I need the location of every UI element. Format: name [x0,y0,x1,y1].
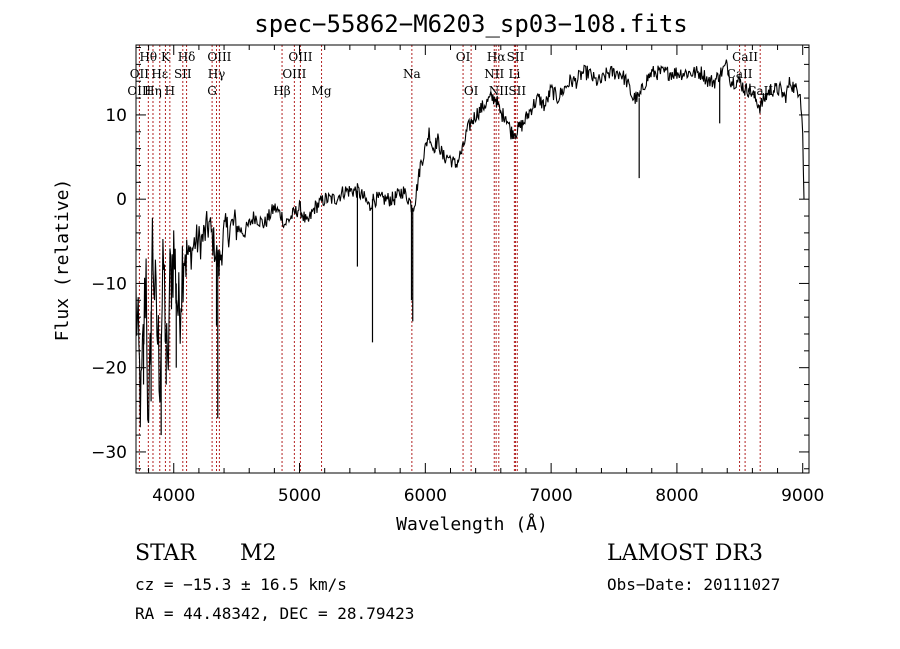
spectral-line-label: SII [508,84,526,98]
spectral-line-label: Hθ [139,50,157,64]
spectral-line-label: CaII [732,50,758,64]
coordinates: RA = 44.48342, DEC = 28.79423 [135,604,414,623]
y-tick-label: −30 [91,443,127,463]
spectral-line-markers [138,45,761,473]
spectral-line-label: K [161,50,171,64]
plot-frame [135,44,810,474]
x-tick-label: 6000 [404,486,447,506]
spectral-line-label: Hβ [273,84,290,98]
spectral-line-label: OIII [288,50,312,64]
x-tick-label: 8000 [655,486,698,506]
spectral-line-label: Li [508,67,520,81]
x-tick-label: 5000 [278,486,321,506]
x-axis-label: Wavelength (Å) [396,513,548,535]
object-class: STAR [135,541,197,566]
object-subclass: M2 [240,541,277,566]
spectral-line-label: Hε [151,67,168,81]
spectral-line-label: Hη [144,84,162,98]
spectral-line-label: OIII [282,67,306,81]
y-tick-label: −20 [91,359,127,379]
x-tick-label: 4000 [152,486,195,506]
spectral-line-label: Hα [487,50,506,64]
spectrum-line [135,59,805,428]
spectral-line-label: NII [484,67,504,81]
spectral-line-label: CaII [727,67,753,81]
spectral-line-label: Na [403,67,421,81]
spectral-line-label: Hδ [178,50,196,64]
y-axis-label: Flux (relative) [52,179,73,342]
spectral-line-label: OIII [207,50,231,64]
spectral-line-label: OII [130,67,150,81]
x-tick-label: 7000 [529,486,572,506]
spectral-line-label: OI [464,84,479,98]
spectral-line-label: NII [489,84,509,98]
survey-name: LAMOST DR3 [607,541,763,566]
x-tick-label: 9000 [781,486,824,506]
absorption-dips [142,74,721,436]
chart-title: spec−55862−M6203_sp03−108.fits [254,10,687,38]
spectral-line-label: OI [456,50,471,64]
spectral-line-label: SII [507,50,525,64]
redshift-velocity: cz = −15.3 ± 16.5 km/s [135,575,347,594]
observation-date: Obs−Date: 20111027 [607,575,780,594]
y-axis-ticks: 10 0 −10 −20 −30 [91,47,809,470]
spectral-line-label: Mg [312,84,332,98]
spectral-line-label: G [207,84,217,98]
spectral-line-label: SII [174,67,192,81]
spectral-line-label: H [165,84,175,98]
x-axis-ticks: 4000 5000 6000 7000 8000 9000 [148,45,824,506]
y-tick-label: −10 [91,274,127,294]
spectral-line-label: OIII [127,84,151,98]
spectral-line-labels: Hθ OII OIII K Hε Hη Hδ SII H OIII Hγ G OIII OIII Hβ Mg N… [127,50,773,98]
y-tick-label: 10 [105,106,127,126]
spectral-line-label: Hγ [208,67,226,81]
y-tick-label: 0 [116,190,127,210]
